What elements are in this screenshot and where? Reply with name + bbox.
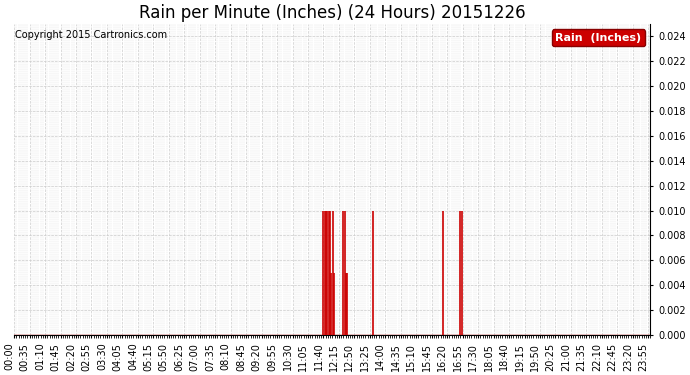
Text: Copyright 2015 Cartronics.com: Copyright 2015 Cartronics.com	[15, 30, 168, 40]
Title: Rain per Minute (Inches) (24 Hours) 20151226: Rain per Minute (Inches) (24 Hours) 2015…	[139, 4, 526, 22]
Legend: Rain  (Inches): Rain (Inches)	[552, 29, 645, 46]
